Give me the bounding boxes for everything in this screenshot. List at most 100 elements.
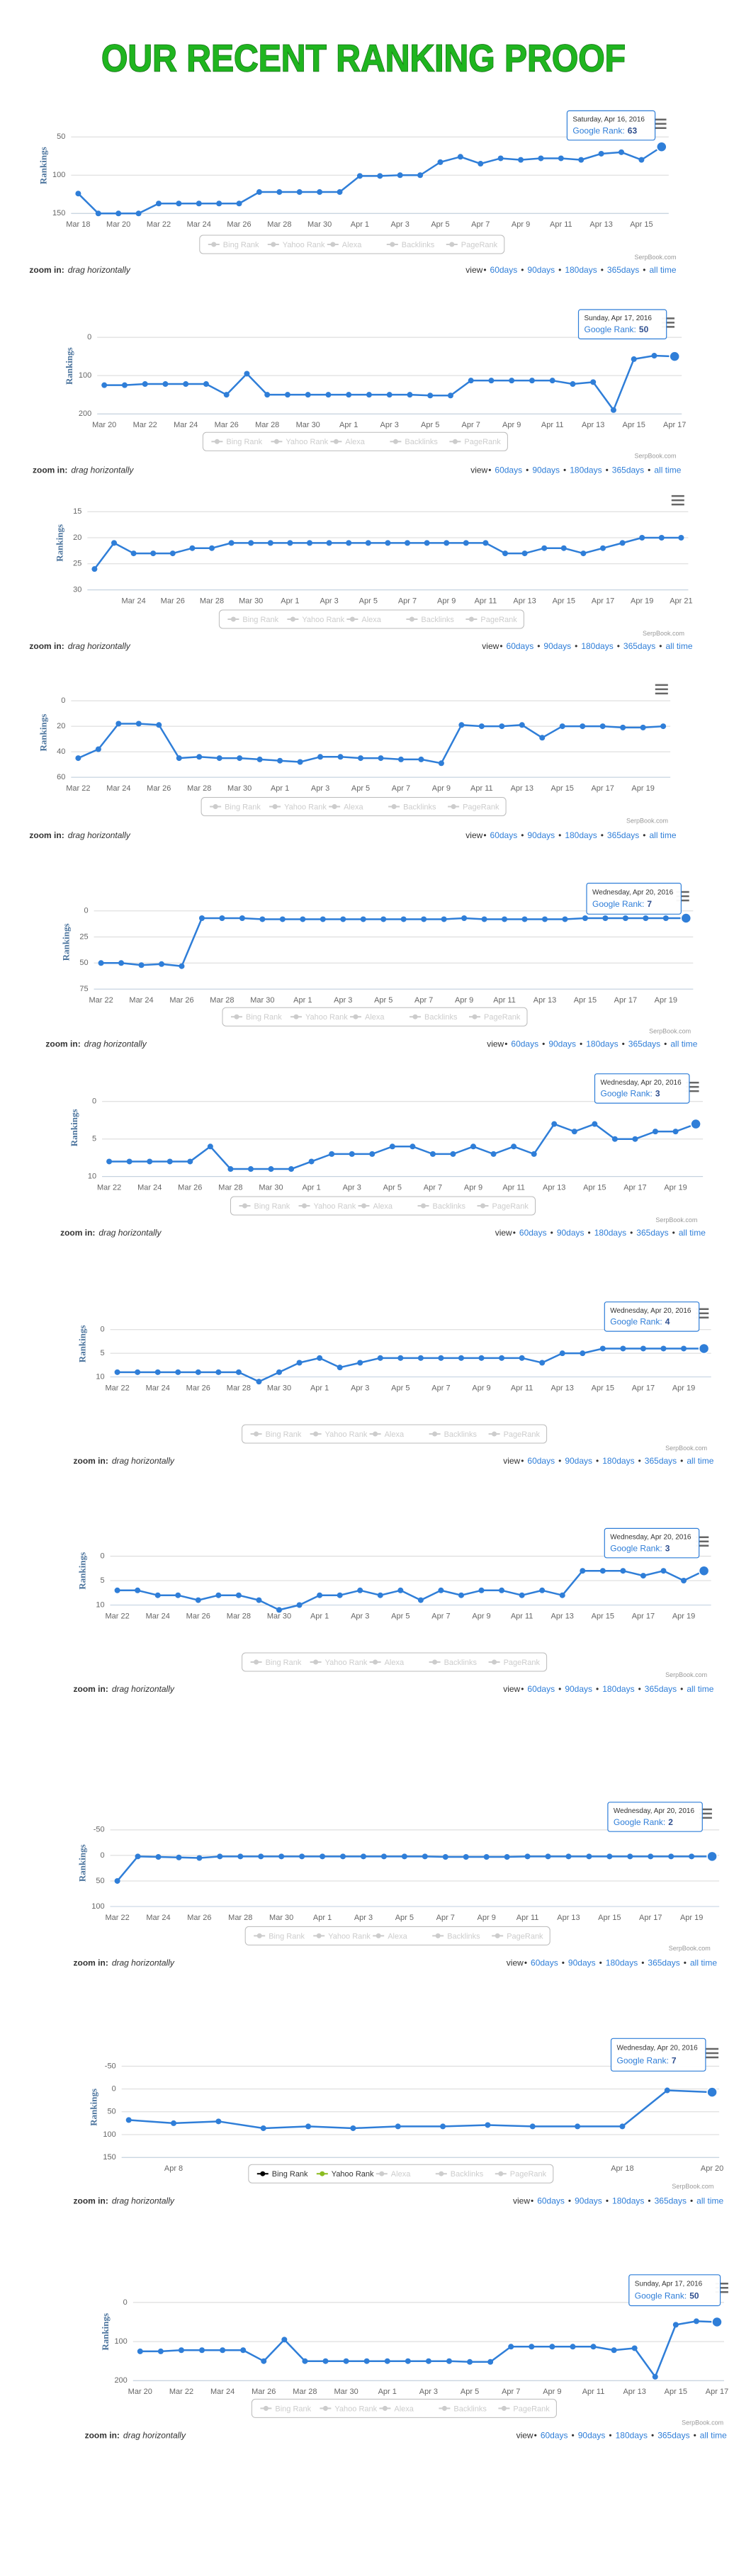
range-link[interactable]: all time (654, 465, 681, 475)
legend-label[interactable]: Backlinks (444, 1430, 478, 1439)
legend-label[interactable]: PageRank (504, 1430, 541, 1439)
range-link[interactable]: 180days (602, 1456, 634, 1466)
legend-label[interactable]: Backlinks (444, 1659, 478, 1667)
range-link[interactable]: all time (687, 1684, 713, 1694)
legend-label[interactable]: Yahoo Rank (286, 438, 328, 446)
legend-label[interactable]: Alexa (388, 1932, 407, 1941)
legend-label[interactable]: PageRank (480, 616, 517, 624)
range-link[interactable]: 60days (490, 265, 518, 275)
range-link[interactable]: 180days (616, 2431, 648, 2441)
range-link[interactable]: 90days (543, 641, 571, 651)
legend-label[interactable]: Bing Rank (254, 1202, 290, 1211)
range-link[interactable]: 60days (511, 1039, 538, 1049)
legend-label[interactable]: Bing Rank (225, 803, 261, 811)
range-link[interactable]: all time (687, 1456, 713, 1466)
legend-label[interactable]: Yahoo Rank (283, 241, 325, 249)
legend-label[interactable]: Yahoo Rank (284, 803, 327, 811)
range-link[interactable]: 365days (645, 1684, 677, 1694)
range-link[interactable]: 365days (607, 265, 639, 275)
legend-label[interactable]: Backlinks (405, 438, 438, 446)
legend-label[interactable]: Backlinks (451, 2170, 484, 2179)
range-link[interactable]: 90days (565, 1684, 592, 1694)
range-link[interactable]: all time (649, 265, 676, 275)
legend-label[interactable]: Backlinks (447, 1932, 480, 1941)
legend-label[interactable]: Alexa (373, 1202, 393, 1211)
range-link[interactable]: 60days (537, 2196, 565, 2205)
legend-label[interactable]: PageRank (510, 2170, 547, 2179)
range-link[interactable]: 365days (607, 830, 639, 840)
range-link[interactable]: 180days (612, 2196, 644, 2205)
legend-label[interactable]: Alexa (394, 2405, 414, 2413)
legend-label[interactable]: PageRank (492, 1202, 529, 1211)
range-link[interactable]: 60days (527, 1684, 555, 1694)
range-link[interactable]: 365days (657, 2431, 689, 2441)
legend-label[interactable]: Yahoo Rank (334, 2405, 377, 2413)
range-link[interactable]: 365days (645, 1456, 677, 1466)
range-link[interactable]: all time (665, 641, 692, 651)
legend-label[interactable]: Bing Rank (226, 438, 262, 446)
legend-label[interactable]: Alexa (385, 1659, 405, 1667)
range-link[interactable]: 90days (527, 265, 555, 275)
range-link[interactable]: 90days (557, 1228, 585, 1238)
legend-label[interactable]: Backlinks (403, 803, 436, 811)
legend-label[interactable]: PageRank (484, 1013, 521, 1022)
range-link[interactable]: 180days (565, 265, 597, 275)
legend-label[interactable]: Yahoo Rank (325, 1430, 368, 1439)
range-link[interactable]: 180days (581, 641, 613, 651)
range-link[interactable]: 60days (507, 641, 534, 651)
range-link[interactable]: 180days (565, 830, 597, 840)
range-link[interactable]: 90days (568, 1958, 596, 1968)
legend-label[interactable]: Backlinks (453, 2405, 487, 2413)
legend-label[interactable]: Bing Rank (266, 1430, 302, 1439)
range-link[interactable]: all time (696, 2196, 723, 2205)
legend-label[interactable]: Alexa (342, 241, 362, 249)
range-link[interactable]: 180days (570, 465, 602, 475)
legend-label[interactable]: PageRank (463, 803, 499, 811)
range-link[interactable]: 365days (655, 2196, 687, 2205)
range-link[interactable]: 365days (623, 641, 655, 651)
legend-label[interactable]: Alexa (344, 803, 363, 811)
range-link[interactable]: 60days (541, 2431, 568, 2441)
range-link[interactable]: 365days (612, 465, 644, 475)
legend-label[interactable]: Yahoo Rank (305, 1013, 348, 1022)
legend-label[interactable]: PageRank (464, 438, 501, 446)
legend-label[interactable]: Bing Rank (266, 1659, 302, 1667)
range-link[interactable]: 365days (628, 1039, 660, 1049)
range-link[interactable]: 60days (519, 1228, 547, 1238)
legend-label[interactable]: Bing Rank (223, 241, 259, 249)
range-link[interactable]: all time (700, 2431, 727, 2441)
range-link[interactable]: 90days (527, 830, 555, 840)
legend-label[interactable]: Yahoo Rank (332, 2170, 374, 2179)
range-link[interactable]: all time (679, 1228, 706, 1238)
legend-label[interactable]: Bing Rank (269, 1932, 305, 1941)
legend-label[interactable]: PageRank (513, 2405, 550, 2413)
legend-label[interactable]: Alexa (365, 1013, 385, 1022)
range-link[interactable]: 60days (527, 1456, 555, 1466)
legend-label[interactable]: Bing Rank (272, 2170, 308, 2179)
range-link[interactable]: 365days (648, 1958, 679, 1968)
range-link[interactable]: 180days (586, 1039, 618, 1049)
legend-label[interactable]: Yahoo Rank (314, 1202, 356, 1211)
legend-label[interactable]: PageRank (461, 241, 498, 249)
legend-label[interactable]: Backlinks (402, 241, 435, 249)
range-link[interactable]: 90days (532, 465, 560, 475)
legend-label[interactable]: Alexa (391, 2170, 411, 2179)
range-link[interactable]: 90days (578, 2431, 606, 2441)
range-link[interactable]: 90days (548, 1039, 576, 1049)
legend-label[interactable]: Bing Rank (242, 616, 278, 624)
range-link[interactable]: 60days (531, 1958, 558, 1968)
range-link[interactable]: 60days (490, 830, 518, 840)
legend-label[interactable]: Alexa (345, 438, 365, 446)
range-link[interactable]: 60days (495, 465, 522, 475)
legend-label[interactable]: PageRank (504, 1659, 541, 1667)
range-link[interactable]: 90days (565, 1456, 592, 1466)
range-link[interactable]: all time (690, 1958, 717, 1968)
range-link[interactable]: all time (649, 830, 676, 840)
legend-label[interactable]: Yahoo Rank (302, 616, 344, 624)
range-link[interactable]: 90days (575, 2196, 602, 2205)
legend-label[interactable]: Bing Rank (275, 2405, 311, 2413)
range-link[interactable]: all time (670, 1039, 697, 1049)
legend-label[interactable]: Bing Rank (246, 1013, 282, 1022)
legend-label[interactable]: Backlinks (433, 1202, 466, 1211)
range-link[interactable]: 365days (636, 1228, 668, 1238)
